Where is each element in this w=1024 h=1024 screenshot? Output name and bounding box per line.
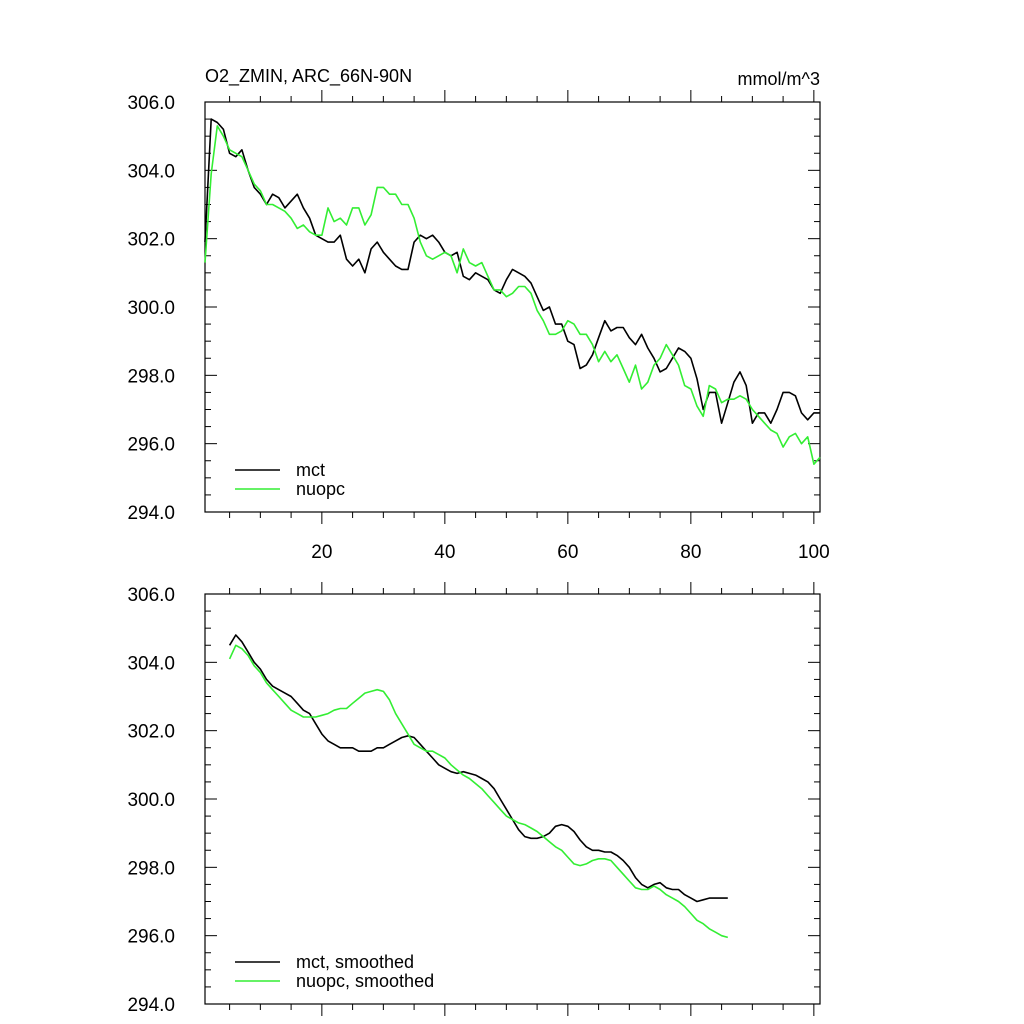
x-tick-label: 20 bbox=[311, 542, 332, 563]
y-tick-label: 298.0 bbox=[127, 858, 175, 879]
y-tick-label: 300.0 bbox=[127, 298, 175, 319]
x-tick-label: 100 bbox=[798, 542, 830, 563]
bottom-lines bbox=[228, 634, 729, 939]
bottom-panel: 306.0 304.0 302.0 300.0 298.0 296.0 294.0 mct,… bbox=[127, 582, 821, 1016]
chart-title: O2_ZMIN, ARC_66N-90N bbox=[205, 66, 412, 87]
legend-label: mct, smoothed bbox=[296, 952, 414, 972]
y-tick-label: 304.0 bbox=[127, 653, 175, 674]
legend-label: mct bbox=[296, 460, 325, 480]
y-tick-label: 294.0 bbox=[127, 503, 175, 524]
legend-label: nuopc bbox=[296, 479, 345, 499]
y-tick-label: 296.0 bbox=[127, 435, 175, 456]
y-tick-label: 302.0 bbox=[127, 722, 175, 743]
x-tick-label: 40 bbox=[434, 542, 455, 563]
y-tick-label: 296.0 bbox=[127, 927, 175, 948]
y-tick-label: 304.0 bbox=[127, 161, 175, 182]
series-line-mct bbox=[204, 118, 820, 425]
top-plot-frame bbox=[204, 101, 821, 513]
y-tick-label: 306.0 bbox=[127, 93, 175, 114]
y-tick-label: 302.0 bbox=[127, 230, 175, 251]
series-line-mct-smoothed bbox=[228, 634, 728, 903]
bottom-ticks: 306.0 304.0 302.0 300.0 298.0 296.0 294.0 bbox=[127, 582, 820, 1016]
y-tick-label: 298.0 bbox=[127, 366, 175, 387]
series-line-nuopc-smoothed bbox=[228, 644, 729, 939]
y-tick-label: 306.0 bbox=[127, 585, 175, 606]
top-lines bbox=[204, 118, 821, 466]
y-tick-label: 294.0 bbox=[127, 995, 175, 1016]
units-label: mmol/m^3 bbox=[738, 69, 820, 89]
series-line-nuopc bbox=[204, 125, 821, 466]
bottom-plot-frame bbox=[204, 593, 821, 1005]
top-ticks: 306.0 304.0 302.0 300.0 298.0 296.0 294.0 20 40 6… bbox=[127, 90, 830, 563]
top-panel: O2_ZMIN, ARC_66N-90N mmol/m^3 306.0 304.0… bbox=[127, 66, 829, 563]
legend-label: nuopc, smoothed bbox=[296, 971, 434, 991]
y-tick-label: 300.0 bbox=[127, 790, 175, 811]
x-tick-label: 80 bbox=[680, 542, 701, 563]
x-tick-label: 60 bbox=[557, 542, 578, 563]
